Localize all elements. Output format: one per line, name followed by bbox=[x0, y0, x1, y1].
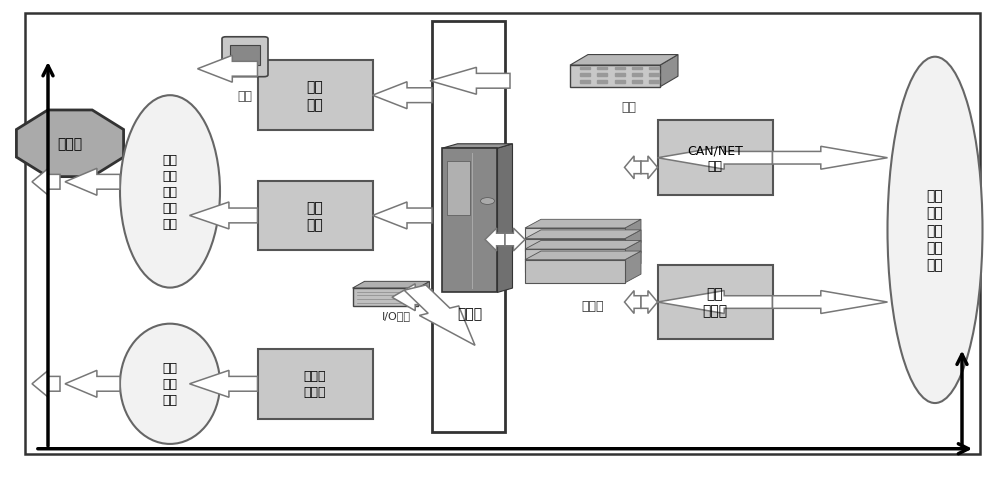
Polygon shape bbox=[525, 220, 641, 228]
Polygon shape bbox=[198, 56, 258, 83]
Polygon shape bbox=[525, 230, 641, 239]
Polygon shape bbox=[485, 228, 505, 252]
FancyBboxPatch shape bbox=[230, 46, 260, 66]
Polygon shape bbox=[625, 252, 641, 283]
Bar bbox=[632, 74, 642, 77]
Text: CAN/NET
模块: CAN/NET 模块 bbox=[687, 144, 743, 173]
Bar bbox=[580, 81, 590, 84]
FancyBboxPatch shape bbox=[25, 14, 980, 454]
Polygon shape bbox=[657, 147, 772, 170]
Circle shape bbox=[240, 69, 250, 73]
Text: 交换机: 交换机 bbox=[582, 300, 604, 312]
Polygon shape bbox=[641, 291, 658, 314]
Text: 电平
转换: 电平 转换 bbox=[307, 80, 323, 112]
Polygon shape bbox=[16, 111, 124, 177]
Polygon shape bbox=[570, 56, 678, 66]
Text: 控制
标准
气的
输入
输出: 控制 标准 气的 输入 输出 bbox=[162, 154, 178, 230]
Bar bbox=[632, 81, 642, 84]
Polygon shape bbox=[498, 144, 512, 293]
Circle shape bbox=[480, 198, 494, 205]
Text: 输入: 输入 bbox=[622, 101, 637, 114]
Bar bbox=[649, 81, 659, 84]
Polygon shape bbox=[625, 230, 641, 262]
Polygon shape bbox=[624, 291, 641, 314]
FancyBboxPatch shape bbox=[658, 265, 772, 340]
FancyBboxPatch shape bbox=[222, 38, 268, 77]
Bar bbox=[580, 74, 590, 77]
Bar bbox=[580, 67, 590, 71]
Text: 串口
服务器: 串口 服务器 bbox=[702, 287, 728, 318]
Polygon shape bbox=[430, 68, 510, 95]
FancyBboxPatch shape bbox=[447, 161, 470, 216]
Polygon shape bbox=[657, 291, 772, 314]
Polygon shape bbox=[372, 83, 432, 109]
Polygon shape bbox=[641, 156, 658, 180]
Polygon shape bbox=[505, 228, 525, 252]
FancyBboxPatch shape bbox=[658, 121, 772, 196]
Polygon shape bbox=[190, 371, 258, 397]
FancyBboxPatch shape bbox=[258, 181, 372, 251]
Polygon shape bbox=[772, 147, 888, 170]
Polygon shape bbox=[625, 220, 641, 252]
Polygon shape bbox=[772, 291, 888, 314]
Polygon shape bbox=[353, 288, 418, 307]
Text: 标准气: 标准气 bbox=[57, 137, 83, 151]
Polygon shape bbox=[372, 203, 432, 229]
Polygon shape bbox=[625, 241, 641, 273]
Text: 流量控
制电路: 流量控 制电路 bbox=[304, 370, 326, 398]
Polygon shape bbox=[404, 286, 475, 346]
Polygon shape bbox=[442, 144, 512, 149]
Polygon shape bbox=[624, 156, 641, 180]
Bar bbox=[615, 81, 625, 84]
Polygon shape bbox=[525, 241, 641, 250]
Bar bbox=[597, 74, 607, 77]
Polygon shape bbox=[525, 228, 625, 252]
Polygon shape bbox=[525, 250, 625, 273]
Polygon shape bbox=[418, 282, 430, 307]
Bar bbox=[597, 67, 607, 71]
Ellipse shape bbox=[120, 324, 220, 444]
FancyBboxPatch shape bbox=[432, 22, 505, 432]
Text: 显示: 显示 bbox=[238, 90, 252, 103]
Bar bbox=[615, 74, 625, 77]
Text: I/O采控: I/O采控 bbox=[382, 311, 411, 321]
Polygon shape bbox=[570, 66, 660, 87]
Bar bbox=[649, 67, 659, 71]
Polygon shape bbox=[65, 169, 120, 196]
Bar bbox=[649, 74, 659, 77]
FancyBboxPatch shape bbox=[258, 349, 372, 419]
Polygon shape bbox=[32, 169, 60, 196]
FancyBboxPatch shape bbox=[442, 149, 497, 293]
Bar bbox=[597, 81, 607, 84]
Polygon shape bbox=[32, 371, 60, 397]
Bar bbox=[615, 67, 625, 71]
Polygon shape bbox=[525, 239, 625, 262]
Polygon shape bbox=[660, 56, 678, 87]
Polygon shape bbox=[392, 284, 432, 311]
Text: 调节
流量
比例: 调节 流量 比例 bbox=[162, 361, 178, 407]
Text: 主控机: 主控机 bbox=[457, 306, 483, 320]
Ellipse shape bbox=[888, 58, 982, 403]
Ellipse shape bbox=[120, 96, 220, 288]
Polygon shape bbox=[65, 371, 120, 397]
FancyBboxPatch shape bbox=[258, 61, 372, 131]
Polygon shape bbox=[525, 252, 641, 260]
Polygon shape bbox=[190, 203, 258, 229]
Text: 驱动
电路: 驱动 电路 bbox=[307, 200, 323, 232]
Polygon shape bbox=[525, 260, 625, 283]
Polygon shape bbox=[353, 282, 430, 288]
Bar bbox=[632, 67, 642, 71]
Text: 数字
式矿
用气
体传
感器: 数字 式矿 用气 体传 感器 bbox=[927, 189, 943, 272]
